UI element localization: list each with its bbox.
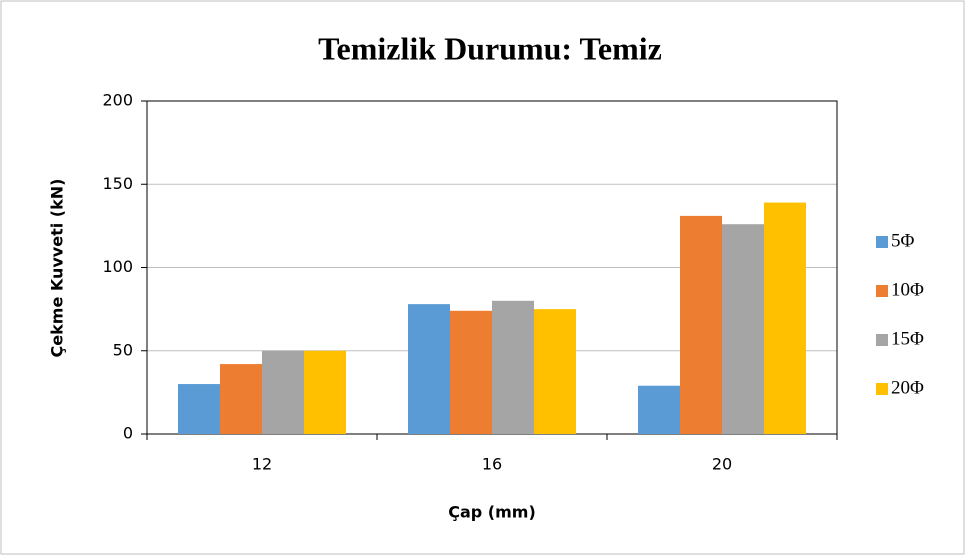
- y-tick-label: 100: [102, 257, 133, 276]
- bar: [408, 304, 450, 434]
- legend-label: 10Φ: [891, 279, 924, 300]
- y-axis-label: Çekme Kuvveti (kN): [48, 179, 67, 358]
- bar: [534, 309, 576, 434]
- bar: [304, 350, 346, 434]
- bar: [178, 384, 220, 434]
- x-tick-label: 20: [712, 455, 732, 474]
- y-tick-label: 150: [102, 174, 133, 193]
- bar: [638, 385, 680, 434]
- bar: [450, 310, 492, 434]
- y-tick-label: 200: [102, 91, 133, 110]
- y-tick-label: 50: [113, 340, 133, 359]
- legend-label: 15Φ: [891, 328, 924, 349]
- legend-swatch: [876, 236, 888, 248]
- bar: [722, 224, 764, 434]
- chart-title: Temizlik Durumu: Temiz: [318, 30, 662, 66]
- legend-swatch: [876, 285, 888, 297]
- bar: [764, 202, 806, 434]
- bar: [220, 364, 262, 434]
- x-axis-label: Çap (mm): [448, 503, 536, 522]
- legend-label: 5Φ: [891, 230, 915, 251]
- y-tick-label: 0: [123, 424, 133, 443]
- bar: [262, 350, 304, 434]
- x-tick-label: 16: [482, 455, 502, 474]
- bar: [492, 300, 534, 434]
- legend-label: 20Φ: [891, 377, 924, 398]
- x-tick-label: 12: [252, 455, 272, 474]
- legend-swatch: [876, 334, 888, 346]
- bar: [680, 215, 722, 434]
- legend-swatch: [876, 383, 888, 395]
